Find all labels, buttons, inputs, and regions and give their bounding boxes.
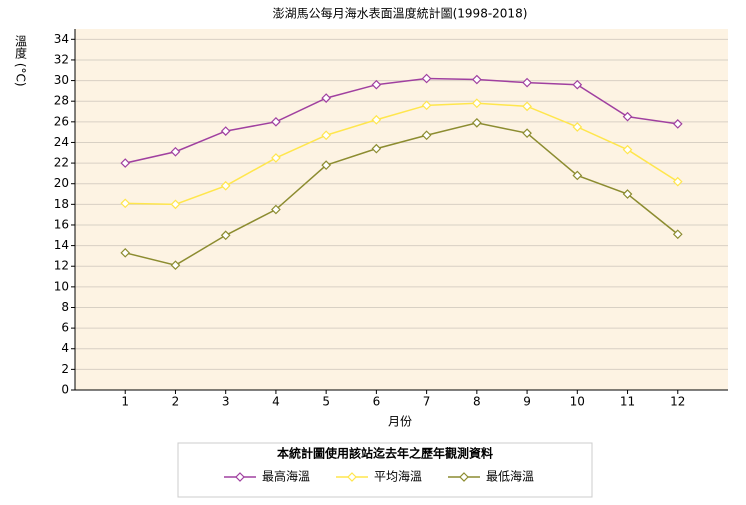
- y-tick-label: 32: [54, 52, 69, 66]
- marker: [220, 230, 231, 241]
- y-tick-label: 10: [54, 279, 69, 293]
- marker: [572, 170, 583, 181]
- marker: [459, 472, 469, 482]
- x-tick-label: 10: [570, 395, 585, 409]
- marker: [235, 472, 245, 482]
- x-tick-label: 6: [373, 395, 381, 409]
- marker: [271, 116, 281, 127]
- x-tick-label: 4: [272, 395, 280, 409]
- marker: [622, 189, 633, 199]
- y-tick-label: 2: [61, 362, 69, 376]
- chart-title: 澎湖馬公每月海水表面溫度統計圖(1998-2018): [273, 6, 528, 21]
- marker: [421, 73, 432, 84]
- x-axis-label: 月份: [388, 415, 412, 429]
- y-tick-label: 34: [54, 32, 69, 46]
- marker: [120, 247, 131, 258]
- marker: [572, 122, 583, 132]
- marker: [672, 176, 683, 187]
- y-tick-label: 28: [54, 94, 69, 108]
- x-tick-label: 1: [121, 395, 129, 409]
- marker: [371, 143, 382, 154]
- marker: [220, 180, 231, 191]
- marker: [120, 198, 131, 209]
- marker: [321, 160, 332, 170]
- marker: [622, 111, 633, 122]
- y-tick-label: 6: [61, 321, 69, 335]
- marker: [471, 74, 482, 85]
- y-tick-label: 14: [54, 238, 69, 252]
- marker: [672, 119, 683, 129]
- marker: [522, 101, 532, 112]
- series-line: [125, 77, 678, 164]
- y-tick-label: 4: [61, 341, 69, 355]
- y-tick-label: 24: [54, 135, 69, 149]
- y-tick-label: 8: [61, 300, 69, 314]
- legend-label: 最低海溫: [486, 469, 534, 484]
- legend-label: 最高海溫: [262, 469, 310, 484]
- marker: [271, 204, 281, 215]
- legend-box: [177, 442, 593, 498]
- y-tick-label: 30: [54, 73, 69, 87]
- legend-label: 平均海溫: [374, 469, 422, 484]
- marker: [321, 93, 332, 103]
- x-tick-label: 5: [322, 395, 330, 409]
- y-tick-label: 26: [54, 114, 69, 128]
- marker: [321, 130, 332, 141]
- plot-area: [75, 29, 728, 390]
- marker: [522, 128, 532, 139]
- marker: [271, 153, 281, 163]
- series-line: [125, 102, 679, 206]
- marker: [522, 77, 532, 88]
- x-tick-label: 2: [172, 395, 180, 409]
- y-tick-label: 16: [54, 217, 69, 231]
- x-tick-label: 9: [523, 395, 531, 409]
- marker: [170, 199, 181, 210]
- marker: [622, 144, 633, 155]
- marker: [170, 260, 181, 271]
- y-axis-label: 溫度 (°C): [14, 35, 28, 87]
- y-tick-label: 0: [61, 383, 69, 397]
- series-line: [125, 122, 679, 266]
- x-tick-label: 7: [423, 395, 431, 409]
- marker: [672, 229, 683, 240]
- x-tick-label: 3: [222, 395, 230, 409]
- marker: [347, 472, 357, 482]
- y-tick-label: 18: [54, 197, 69, 211]
- marker: [471, 98, 482, 109]
- marker: [120, 158, 131, 168]
- marker: [371, 79, 382, 90]
- marker: [572, 79, 583, 90]
- y-tick-label: 12: [54, 259, 69, 273]
- x-tick-label: 12: [670, 395, 685, 409]
- legend-title: 本統計圖使用該站迄去年之歷年觀測資料: [277, 446, 493, 461]
- y-tick-label: 22: [54, 156, 69, 170]
- marker: [421, 100, 432, 111]
- marker: [170, 146, 181, 157]
- marker: [220, 126, 231, 136]
- marker: [421, 130, 432, 141]
- x-tick-label: 11: [620, 395, 635, 409]
- x-tick-label: 8: [473, 395, 481, 409]
- marker: [471, 118, 482, 128]
- y-tick-label: 20: [54, 176, 69, 190]
- marker: [371, 114, 382, 125]
